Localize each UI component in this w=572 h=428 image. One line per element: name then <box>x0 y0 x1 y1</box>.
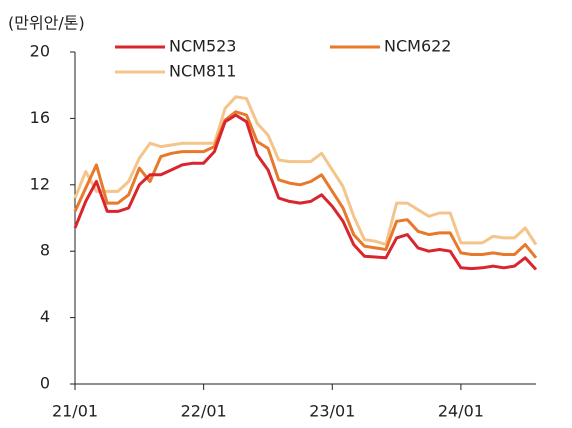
legend-label: NCM622 <box>384 37 451 56</box>
series-line <box>73 95 538 247</box>
legend-label: NCM523 <box>169 37 236 56</box>
y-tick-label: 0 <box>40 374 50 393</box>
legend-label: NCM811 <box>169 62 236 81</box>
y-tick-label: 8 <box>40 241 50 260</box>
y-tick-label: 12 <box>30 174 50 193</box>
series-line <box>73 110 538 259</box>
x-tick-label: 23/01 <box>309 402 355 421</box>
y-tick-label: 16 <box>30 108 50 127</box>
y-tick-label: 20 <box>30 42 50 61</box>
y-tick-label: 4 <box>40 307 50 326</box>
series-line <box>73 113 538 271</box>
x-tick-label: 21/01 <box>52 402 98 421</box>
x-tick-label: 22/01 <box>181 402 227 421</box>
y-axis-label: (만위안/톤) <box>8 14 85 33</box>
x-tick-label: 24/01 <box>438 402 484 421</box>
